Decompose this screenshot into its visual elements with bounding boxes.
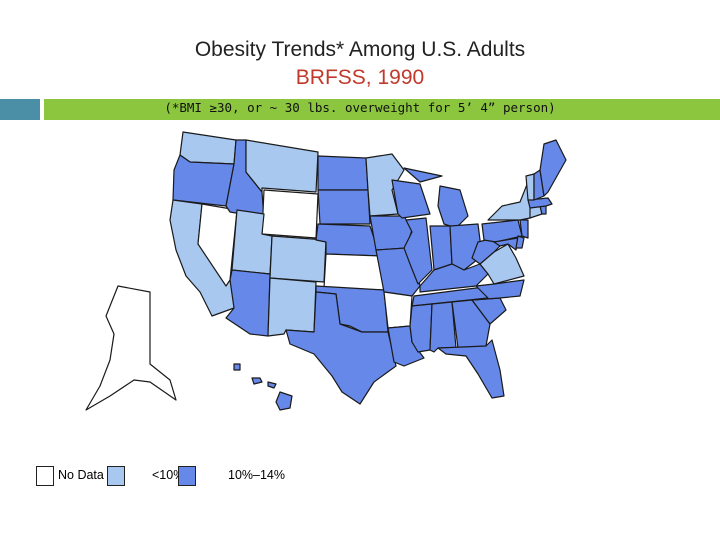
bmi-footnote: (*BMI ≥30, or ~ 30 lbs. overweight for 5… <box>164 100 556 115</box>
legend-label: No Data <box>58 468 104 482</box>
state-sd <box>317 189 371 225</box>
state-md <box>493 237 519 251</box>
state-al <box>429 301 457 353</box>
state-mn <box>365 153 405 217</box>
state-il <box>403 217 433 285</box>
state-tx <box>285 291 397 405</box>
survey-year: BRFSS, 1990 <box>295 66 425 89</box>
state-nj <box>519 219 529 239</box>
state-ne <box>315 223 381 257</box>
accent-bar-left <box>0 99 40 120</box>
state-nm <box>267 277 317 337</box>
state-co <box>269 235 327 283</box>
state-ak <box>85 285 177 411</box>
legend-swatch <box>107 466 125 486</box>
state-nc <box>471 279 525 301</box>
state-va <box>479 243 525 285</box>
map-title: Obesity Trends* Among U.S. Adults <box>194 38 526 61</box>
state-ms <box>409 303 433 353</box>
legend-swatch <box>36 466 54 486</box>
legend-swatch <box>178 466 196 486</box>
accent-bar-right <box>44 99 720 120</box>
legend-label: 10%–14% <box>228 468 285 482</box>
legend-label: <10% <box>152 468 185 482</box>
state-wi <box>391 179 431 219</box>
state-fl <box>437 339 505 399</box>
state-hi <box>233 363 293 411</box>
state-de <box>515 235 525 249</box>
state-mt <box>245 139 319 193</box>
us-obesity-map <box>85 131 567 411</box>
state-me <box>539 139 567 197</box>
state-ks <box>323 253 385 291</box>
state-ar <box>383 291 413 329</box>
state-vt <box>525 173 535 201</box>
state-wa <box>179 131 237 165</box>
state-in <box>429 225 453 271</box>
state-nd <box>317 155 369 191</box>
state-wy <box>261 189 319 239</box>
